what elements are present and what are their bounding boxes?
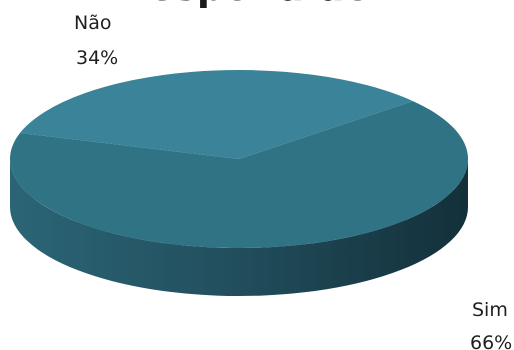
label-sim-category: Sim [472, 299, 508, 321]
pie-side [10, 159, 468, 296]
label-nao-category: Não [74, 12, 111, 34]
label-sim-percent: 66% [470, 332, 512, 350]
label-nao-percent: 34% [76, 47, 118, 69]
slice-nao [20, 70, 413, 159]
chart-title: Respondido [119, 0, 371, 9]
slice-sim [9, 101, 468, 248]
